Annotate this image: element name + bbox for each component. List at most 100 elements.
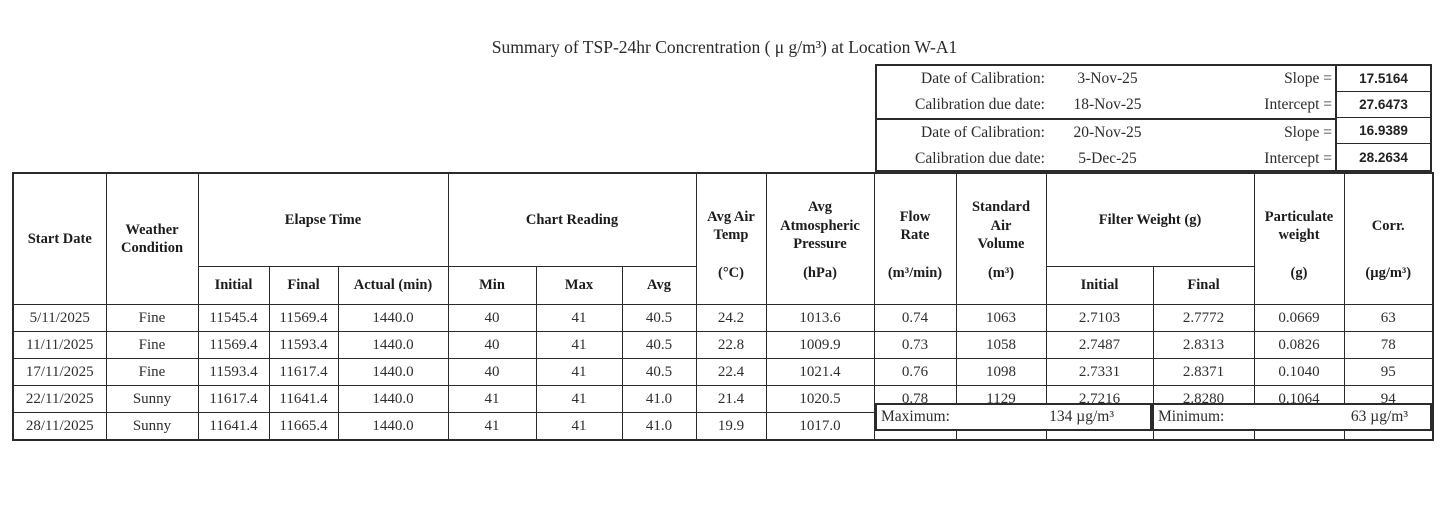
data-cell: 0.74 xyxy=(873,304,957,333)
data-cell: 95 xyxy=(1343,358,1434,387)
header-particulate-weight: Particulate weight (g) xyxy=(1253,172,1345,306)
data-cell: 78 xyxy=(1343,331,1434,360)
data-cell: Fine xyxy=(105,331,199,360)
slope-label: Slope = xyxy=(1284,70,1332,87)
header-filter-final: Final xyxy=(1152,265,1255,306)
header-chart-min: Min xyxy=(447,265,537,306)
data-cell: 2.7103 xyxy=(1045,304,1154,333)
data-cell: 19.9 xyxy=(695,412,767,441)
data-cell: 1021.4 xyxy=(765,358,875,387)
data-cell: 40.5 xyxy=(621,304,697,333)
data-cell: 0.0669 xyxy=(1253,304,1345,333)
calibration-date-value: 3-Nov-25 xyxy=(1077,70,1138,87)
data-cell: 41.0 xyxy=(621,412,697,441)
intercept-value-cell: 28.2634 xyxy=(1359,149,1408,165)
data-cell: 1020.5 xyxy=(765,385,875,414)
data-cell: 2.8371 xyxy=(1152,358,1255,387)
header-corr: Corr. (µg/m³) xyxy=(1343,172,1434,306)
header-std-air-volume: Standard Air Volume (m³) xyxy=(955,172,1047,306)
data-cell: 0.73 xyxy=(873,331,957,360)
data-cell: 40.5 xyxy=(621,331,697,360)
header-elapse-actual: Actual (min) xyxy=(337,265,449,306)
data-cell: 41 xyxy=(535,304,623,333)
tsp-summary-table: Start Date Weather Condition Elapse Time… xyxy=(12,172,1434,441)
table-row: 17/11/2025 Fine 11593.4 11617.4 1440.0 4… xyxy=(12,358,1434,387)
data-cell: 41 xyxy=(447,412,537,441)
data-cell: 11593.4 xyxy=(268,331,339,360)
page-title: Summary of TSP-24hr Concrentration ( μ g… xyxy=(491,37,958,57)
data-cell: 0.1040 xyxy=(1253,358,1345,387)
data-cell: 11641.4 xyxy=(197,412,270,441)
data-cell: 0.0826 xyxy=(1253,331,1345,360)
data-cell: 0.76 xyxy=(873,358,957,387)
data-cell: 41 xyxy=(535,358,623,387)
data-cell: 1013.6 xyxy=(765,304,875,333)
data-cell: 11569.4 xyxy=(268,304,339,333)
data-cell: 41 xyxy=(535,331,623,360)
calibration-date-label: Date of Calibration: xyxy=(921,124,1045,141)
data-cell: 1440.0 xyxy=(337,331,449,360)
header-particulate-unit: (g) xyxy=(1290,264,1308,281)
data-cell: 22/11/2025 xyxy=(12,385,107,414)
header-avg-pressure-unit: (hPa) xyxy=(803,264,837,281)
data-cell: 1440.0 xyxy=(337,412,449,441)
data-cell: 40 xyxy=(447,358,537,387)
header-avg-pressure: Avg Atmospheric Pressure (hPa) xyxy=(765,172,875,306)
data-cell: 2.7772 xyxy=(1152,304,1255,333)
data-cell: 1440.0 xyxy=(337,385,449,414)
table-row: 22/11/2025 Sunny 11617.4 11641.4 1440.0 … xyxy=(12,385,1434,414)
calibration-due-value: 18-Nov-25 xyxy=(1073,96,1142,113)
header-elapse-final: Final xyxy=(268,265,339,306)
maximum-label: Maximum: xyxy=(881,408,950,425)
data-cell: 24.2 xyxy=(695,304,767,333)
data-cell: 41 xyxy=(447,385,537,414)
header-chart-avg: Avg xyxy=(621,265,697,306)
header-corr-label: Corr. xyxy=(1371,217,1405,234)
calibration-due-label: Calibration due date: xyxy=(915,96,1045,113)
minimum-value: 63 µg/m³ xyxy=(1350,408,1408,425)
header-corr-unit: (µg/m³) xyxy=(1365,264,1412,281)
data-cell: 41 xyxy=(535,412,623,441)
header-elapse-time: Elapse Time xyxy=(197,172,449,267)
slope-value-cell: 17.5164 xyxy=(1337,66,1430,92)
data-cell: Fine xyxy=(105,304,199,333)
data-cell: 1440.0 xyxy=(337,358,449,387)
data-cell: 5/11/2025 xyxy=(12,304,107,333)
data-cell: 11593.4 xyxy=(197,358,270,387)
data-cell: 1098 xyxy=(955,358,1047,387)
data-cell: 22.8 xyxy=(695,331,767,360)
data-cell: Sunny xyxy=(105,385,199,414)
data-cell: Fine xyxy=(105,358,199,387)
header-filter-weight: Filter Weight (g) xyxy=(1045,172,1255,267)
data-cell: 11641.4 xyxy=(268,385,339,414)
header-chart-max: Max xyxy=(535,265,623,306)
intercept-label: Intercept = xyxy=(1264,150,1332,167)
calibration-row: Date of Calibration: 3-Nov-25 Slope = xyxy=(877,66,1430,92)
data-cell: 1440.0 xyxy=(337,304,449,333)
header-avg-air-temp-label: Avg Air Temp xyxy=(707,208,755,243)
data-cell: 40.5 xyxy=(621,358,697,387)
calibration-date-label: Date of Calibration: xyxy=(921,70,1045,87)
data-cell: 41 xyxy=(535,385,623,414)
data-cell: 1058 xyxy=(955,331,1047,360)
intercept-value-cell: 27.6473 xyxy=(1337,92,1430,118)
header-filter-initial: Initial xyxy=(1045,265,1154,306)
data-cell: 11665.4 xyxy=(268,412,339,441)
header-elapse-initial: Initial xyxy=(197,265,270,306)
calibration-row: Date of Calibration: 20-Nov-25 Slope = xyxy=(877,120,1430,146)
minimum-summary-box: Minimum: 63 µg/m³ xyxy=(1152,403,1432,431)
data-cell: 2.7331 xyxy=(1045,358,1154,387)
data-cell: 17/11/2025 xyxy=(12,358,107,387)
maximum-value: 134 µg/m³ xyxy=(1049,408,1114,425)
table-row: 11/11/2025 Fine 11569.4 11593.4 1440.0 4… xyxy=(12,331,1434,360)
data-cell: 1017.0 xyxy=(765,412,875,441)
calibration-block-2: Date of Calibration: 20-Nov-25 Slope = C… xyxy=(877,118,1430,172)
calibration-panel: Date of Calibration: 3-Nov-25 Slope = Ca… xyxy=(875,64,1432,172)
header-chart-reading: Chart Reading xyxy=(447,172,697,267)
data-cell: 2.7487 xyxy=(1045,331,1154,360)
data-cell: Sunny xyxy=(105,412,199,441)
data-cell: 28/11/2025 xyxy=(12,412,107,441)
data-cell: 21.4 xyxy=(695,385,767,414)
data-cell: 63 xyxy=(1343,304,1434,333)
header-avg-air-temp: Avg Air Temp (°C) xyxy=(695,172,767,306)
